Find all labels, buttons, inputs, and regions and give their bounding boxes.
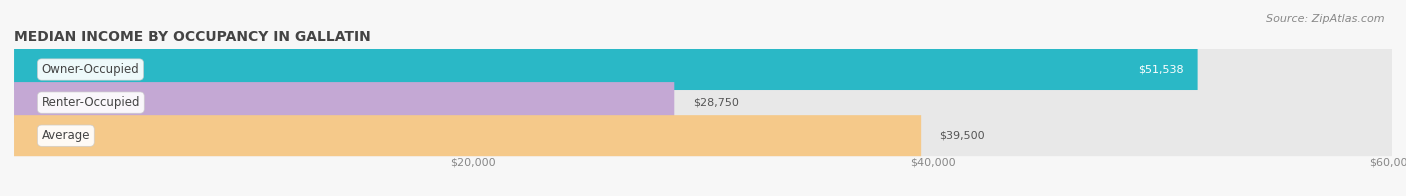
Text: MEDIAN INCOME BY OCCUPANCY IN GALLATIN: MEDIAN INCOME BY OCCUPANCY IN GALLATIN (14, 30, 371, 44)
Text: Average: Average (42, 129, 90, 142)
Text: Renter-Occupied: Renter-Occupied (42, 96, 141, 109)
Text: $28,750: $28,750 (693, 98, 738, 108)
Text: $51,538: $51,538 (1139, 64, 1184, 74)
FancyBboxPatch shape (14, 115, 921, 156)
FancyBboxPatch shape (14, 49, 1392, 90)
FancyBboxPatch shape (14, 115, 1392, 156)
FancyBboxPatch shape (14, 82, 1392, 123)
Text: Owner-Occupied: Owner-Occupied (42, 63, 139, 76)
FancyBboxPatch shape (14, 82, 675, 123)
Text: Source: ZipAtlas.com: Source: ZipAtlas.com (1267, 14, 1385, 24)
Text: $39,500: $39,500 (939, 131, 986, 141)
FancyBboxPatch shape (14, 49, 1198, 90)
